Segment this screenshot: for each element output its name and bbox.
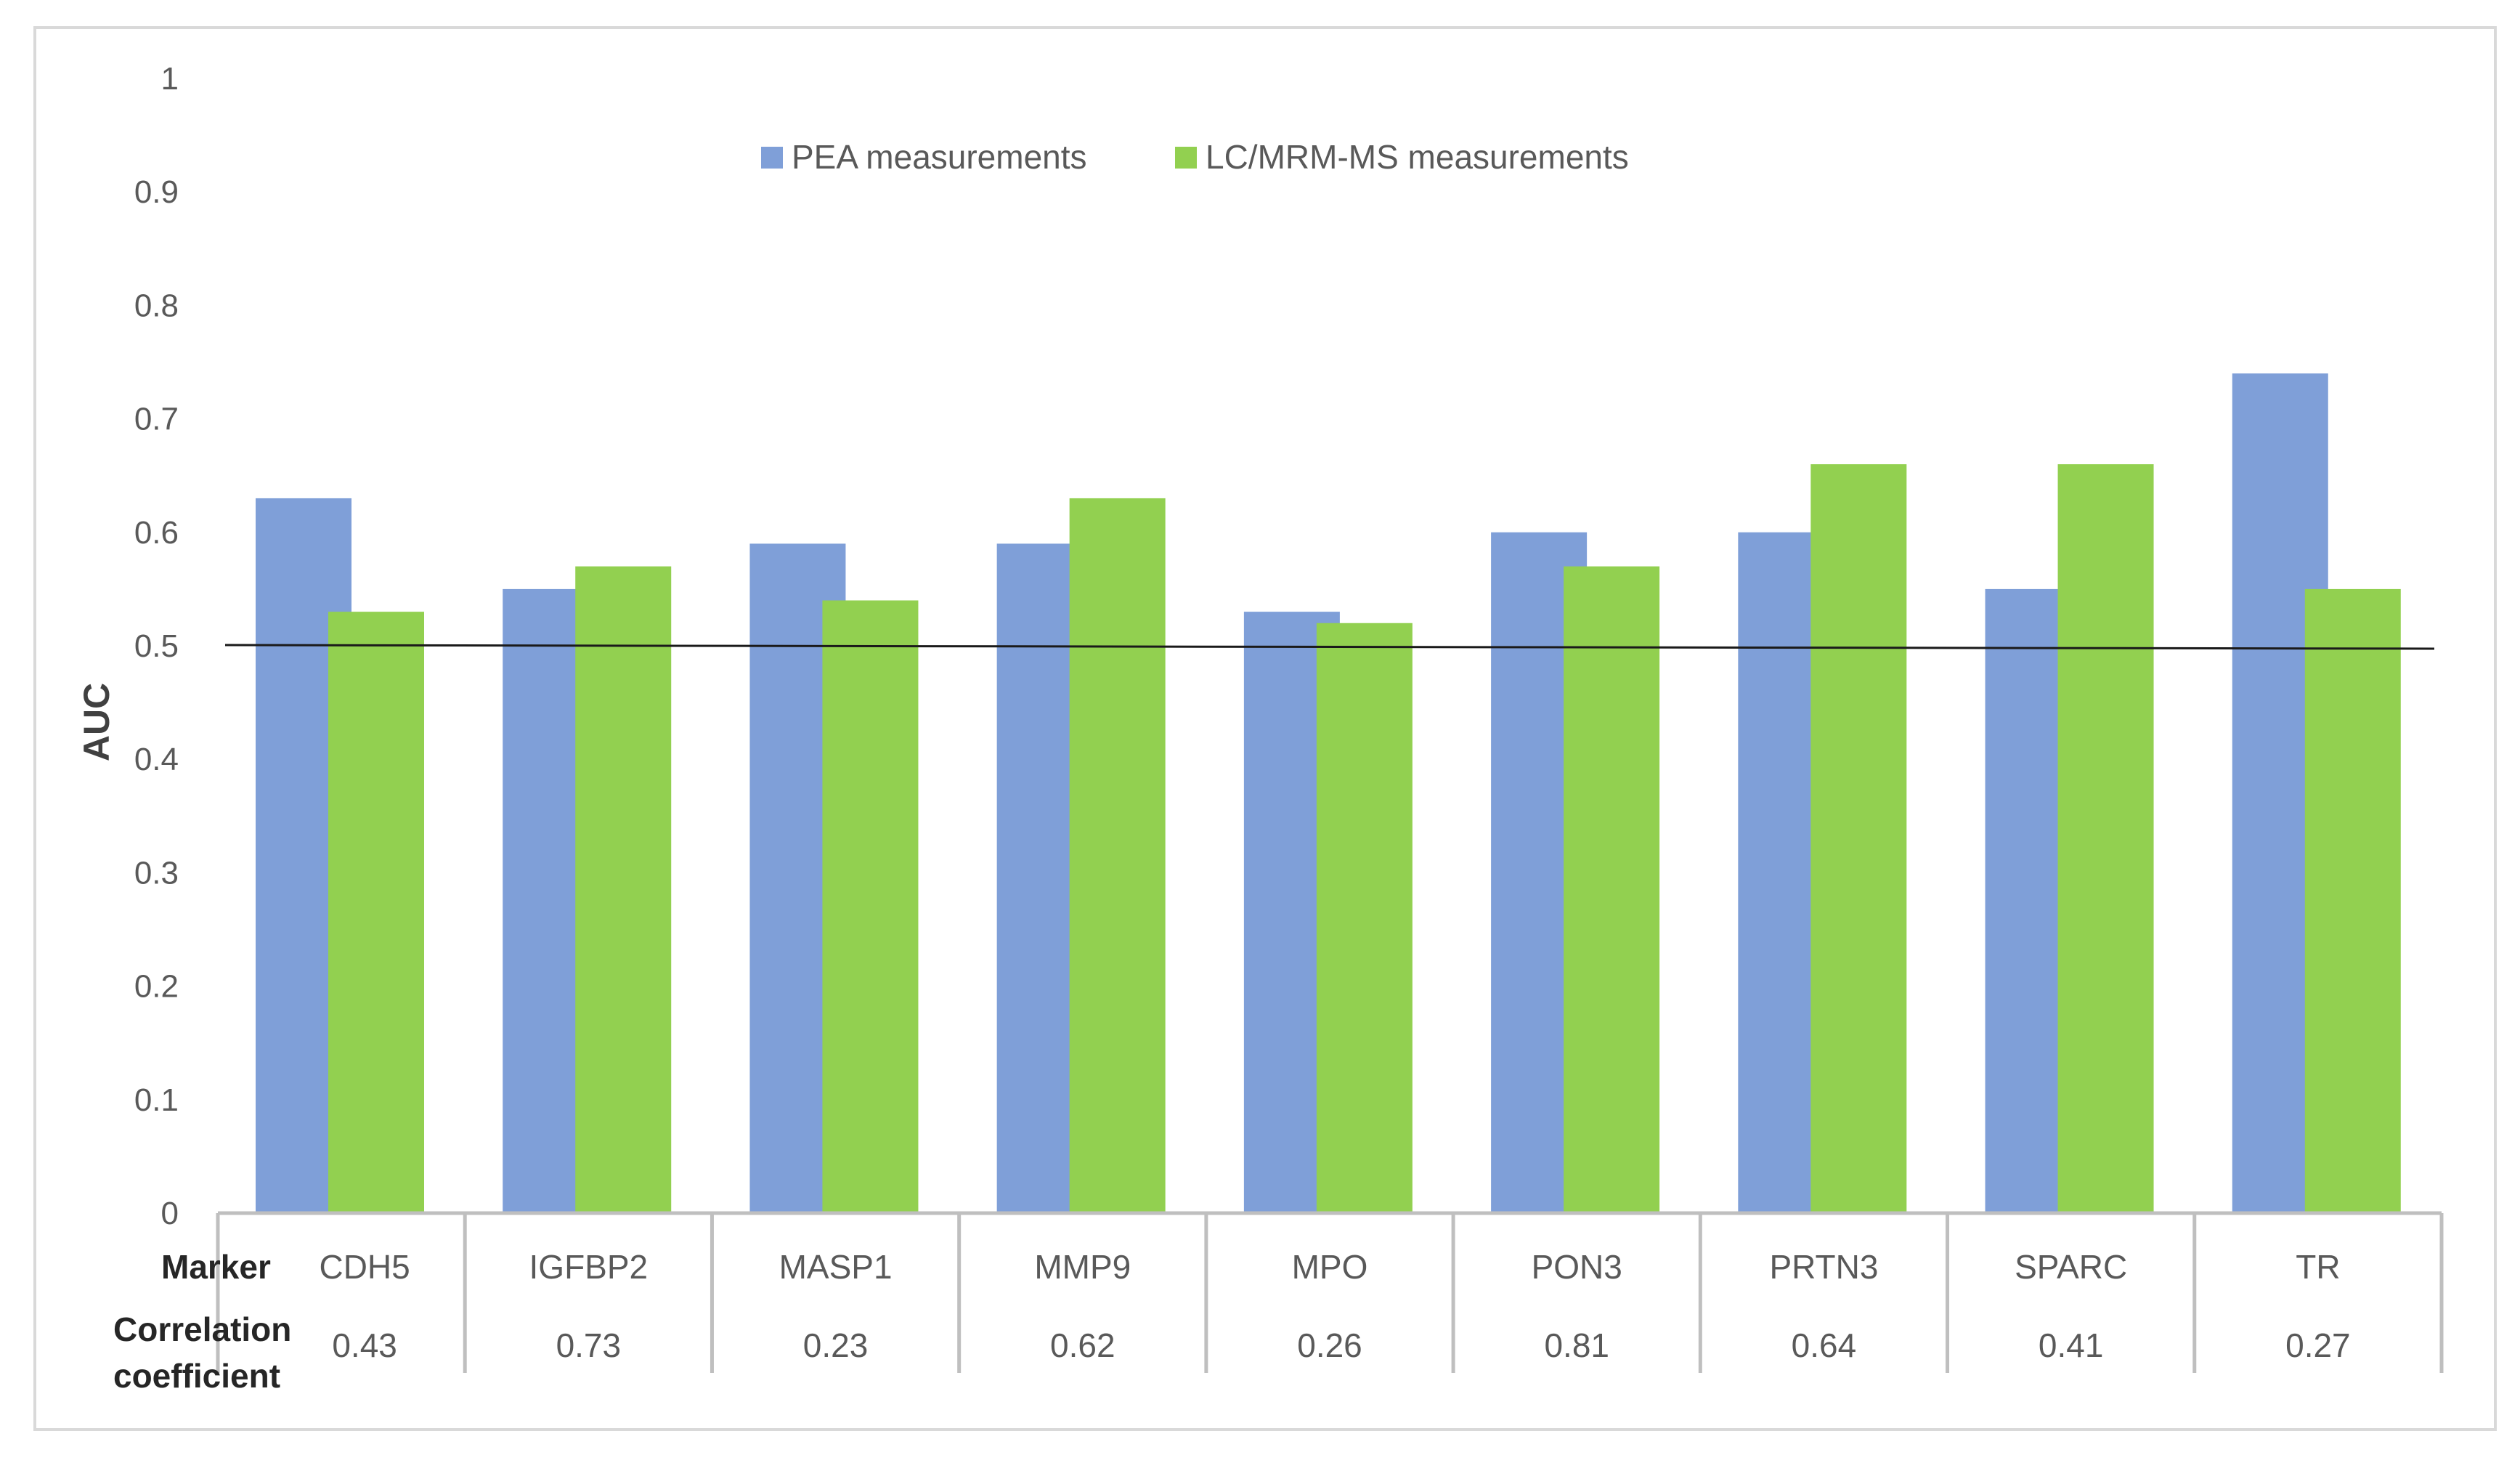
- bar-lcms-pon3: [1564, 566, 1660, 1213]
- bar-lcms-sparc: [2057, 464, 2154, 1213]
- y-tick-label-2: 0.2: [134, 969, 179, 1005]
- legend-swatch-lcms: [1175, 147, 1197, 169]
- table-cell-0-8: TR: [2296, 1248, 2340, 1286]
- table-cell-1-5: 0.81: [1544, 1326, 1609, 1364]
- table-cell-1-8: 0.27: [2285, 1326, 2351, 1364]
- table-cell-0-4: MPO: [1292, 1248, 1368, 1286]
- table-cell-0-5: PON3: [1532, 1248, 1622, 1286]
- y-tick-label-4: 0.4: [134, 742, 179, 777]
- table-cell-1-1: 0.73: [556, 1326, 622, 1364]
- y-tick-label-1: 0.1: [134, 1082, 179, 1118]
- legend: PEA measurements LC/MRM-MS measurements: [761, 138, 1629, 176]
- legend-label-lcms: LC/MRM-MS measurements: [1206, 138, 1629, 176]
- y-tick-label-8: 0.8: [134, 288, 179, 323]
- table-cell-1-7: 0.41: [2039, 1326, 2104, 1364]
- legend-swatch-pea: [761, 147, 783, 169]
- table-cell-1-4: 0.26: [1297, 1326, 1362, 1364]
- table-cell-0-1: IGFBP2: [529, 1248, 649, 1286]
- row-title-correlation-line1: Correlation: [113, 1310, 291, 1348]
- y-tick-label-7: 0.7: [134, 402, 179, 437]
- bar-lcms-mmp9: [1069, 498, 1166, 1213]
- table-cell-1-6: 0.64: [1792, 1326, 1857, 1364]
- table-cell-0-0: CDH5: [319, 1248, 410, 1286]
- y-axis-label: AUC: [76, 683, 117, 761]
- y-tick-label-9: 0.9: [134, 174, 179, 210]
- y-tick-label-0: 0: [161, 1196, 179, 1231]
- table-cell-1-2: 0.23: [803, 1326, 869, 1364]
- bar-lcms-cdh5: [328, 612, 424, 1213]
- bars-group: [256, 373, 2401, 1213]
- y-axis-ticks: 0 0.1 0.2 0.3 0.4 0.5 0.6 0.7 0.8 0.9 1: [134, 61, 179, 1231]
- row-title-correlation-line2: coefficient: [113, 1357, 280, 1395]
- data-table: CDH5 IGFBP2 MASP1 MMP9 MPO PON3 PRTN3 SPARC TR 0.…: [113, 1211, 2444, 1395]
- reference-line: [224, 644, 2435, 650]
- table-cell-0-3: MMP9: [1034, 1248, 1131, 1286]
- table-cell-1-3: 0.62: [1050, 1326, 1115, 1364]
- bar-lcms-mpo: [1316, 623, 1413, 1213]
- table-cell-0-7: SPARC: [2015, 1248, 2127, 1286]
- y-tick-label-6: 0.6: [134, 515, 179, 551]
- table-cell-1-0: 0.43: [332, 1326, 397, 1364]
- reference-line-group: [224, 644, 2435, 650]
- bar-lcms-igfbp2: [575, 566, 672, 1213]
- y-tick-label-10: 1: [161, 61, 179, 97]
- bar-lcms-prtn3: [1810, 464, 1907, 1213]
- bar-lcms-masp1: [822, 600, 919, 1213]
- table-cell-0-6: PRTN3: [1769, 1248, 1878, 1286]
- legend-label-pea: PEA measurements: [792, 138, 1087, 176]
- row-title-marker: Marker: [161, 1248, 271, 1286]
- y-tick-label-5: 0.5: [134, 628, 179, 664]
- y-tick-label-3: 0.3: [134, 855, 179, 891]
- table-cell-0-2: MASP1: [779, 1248, 893, 1286]
- bar-lcms-tr: [2304, 588, 2401, 1213]
